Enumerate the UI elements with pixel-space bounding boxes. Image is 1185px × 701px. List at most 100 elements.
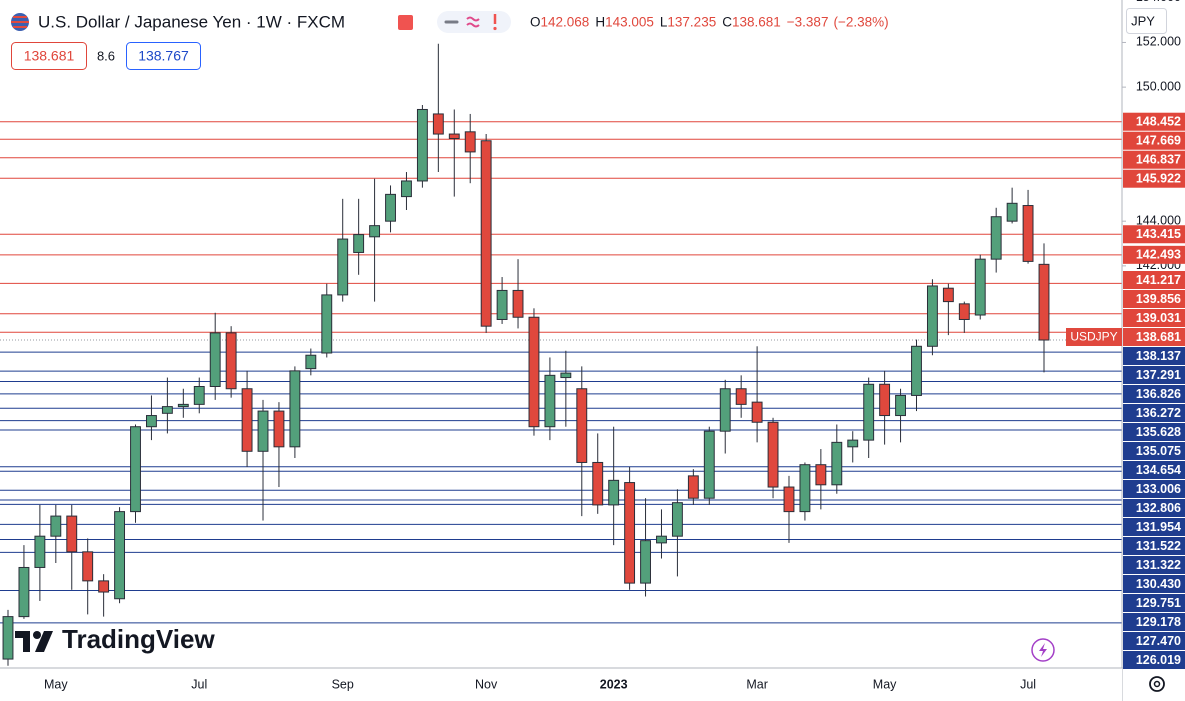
symbol-icon-stripes xyxy=(11,16,29,28)
level-label: 136.826 xyxy=(1136,387,1181,401)
candle-body xyxy=(512,289,524,318)
candle-body xyxy=(98,580,110,593)
level-label-bg xyxy=(1123,442,1185,460)
pill-alert-dot xyxy=(493,26,497,31)
candle-body xyxy=(751,401,763,423)
candle-body xyxy=(369,225,381,238)
candle-body xyxy=(656,535,667,544)
level-label-bg xyxy=(1123,131,1185,150)
level-label: 139.856 xyxy=(1136,292,1181,306)
candle-body xyxy=(671,502,683,537)
indicator-pill[interactable] xyxy=(437,11,511,33)
level-label: 137.291 xyxy=(1136,368,1181,382)
level-label: 134.654 xyxy=(1136,463,1181,477)
level-label: 129.751 xyxy=(1136,596,1181,610)
candle-body xyxy=(831,441,843,486)
level-label-bg xyxy=(1123,385,1185,403)
level-label: 131.522 xyxy=(1136,539,1181,553)
logo-mark-2 xyxy=(33,631,41,639)
candle-body xyxy=(353,234,365,253)
logo-mark-1 xyxy=(15,631,30,652)
candle-body xyxy=(34,535,46,568)
candle-body xyxy=(703,430,715,499)
candle-body xyxy=(990,216,1002,260)
candle-body xyxy=(18,566,30,618)
candle-body xyxy=(958,303,970,320)
candle-body xyxy=(544,374,556,428)
level-label: 147.669 xyxy=(1136,134,1181,148)
level-label-bg xyxy=(1123,112,1185,131)
levels xyxy=(0,121,1122,624)
level-label: 141.217 xyxy=(1136,273,1181,287)
y-tick-label: 154.000 xyxy=(1136,0,1181,4)
brand-logo: TradingView xyxy=(15,624,215,654)
candle-body xyxy=(177,403,189,408)
candle-body xyxy=(241,388,253,452)
ohlc-text: L xyxy=(660,15,668,30)
level-label-bg xyxy=(1123,537,1185,555)
candle-body xyxy=(767,421,779,488)
settings-icon[interactable] xyxy=(1149,676,1165,692)
pill-wave xyxy=(466,16,480,28)
candle-body xyxy=(911,345,922,396)
candle-body xyxy=(640,540,651,584)
y-tick-label: 150.000 xyxy=(1136,79,1181,93)
level-label-bg xyxy=(1123,613,1185,631)
candle-body xyxy=(687,475,699,499)
candle-body xyxy=(879,383,891,417)
candle-body xyxy=(576,388,588,463)
settings-icon-core xyxy=(1153,680,1161,688)
candle-body xyxy=(401,180,412,198)
level-label-bg xyxy=(1123,245,1185,264)
sell-button[interactable] xyxy=(11,42,87,70)
symbol-tag-bg xyxy=(1066,328,1122,346)
candle-body xyxy=(815,464,827,486)
chart-title: U.S. Dollar / Japanese Yen · 1W · FXCM xyxy=(38,12,345,31)
candle-body xyxy=(895,394,906,417)
brand-name: TradingView xyxy=(62,624,215,654)
ohlc-text: −3.387 xyxy=(787,15,829,30)
level-label-bg xyxy=(1123,518,1185,536)
buy-price[interactable]: 138.767 xyxy=(138,48,189,64)
candle-body xyxy=(66,515,78,553)
level-label: 148.452 xyxy=(1136,115,1181,129)
currency-button[interactable] xyxy=(1126,8,1167,34)
ohlc-text: 142.068 xyxy=(541,15,590,30)
level-label-bg xyxy=(1123,225,1185,244)
events-bolt xyxy=(1039,643,1047,657)
ohlc-text: 138.681 xyxy=(732,15,781,30)
level-label: 132.806 xyxy=(1136,501,1181,515)
level-label-bg xyxy=(1123,328,1185,346)
candle-body xyxy=(942,287,954,303)
candle-body xyxy=(592,461,604,506)
candle-body xyxy=(783,486,795,513)
status-icon[interactable] xyxy=(398,15,413,30)
level-label: 129.178 xyxy=(1136,615,1181,629)
level-label-bg xyxy=(1123,404,1185,422)
candle-body xyxy=(82,551,94,582)
y-tick-label: 152.000 xyxy=(1136,35,1181,49)
level-label: 131.954 xyxy=(1136,520,1181,534)
x-tick-label: Sep xyxy=(332,677,354,691)
candle-body xyxy=(321,294,333,354)
candle-body xyxy=(448,133,460,140)
ohlc-text: (−2.38%) xyxy=(833,15,888,30)
buy-button[interactable] xyxy=(126,42,201,70)
candle-body xyxy=(416,108,428,182)
candle-body xyxy=(624,482,636,584)
symbol-tag: USDJPY xyxy=(1070,330,1117,344)
level-label: 138.681 xyxy=(1136,330,1181,344)
currency[interactable]: JPY xyxy=(1131,13,1155,28)
candle-body xyxy=(480,140,492,327)
x-tick-label: Jul xyxy=(191,677,207,691)
candle-body xyxy=(560,372,572,379)
candle-body xyxy=(273,410,285,448)
level-label: 139.031 xyxy=(1136,311,1181,325)
sell-price[interactable]: 138.681 xyxy=(24,48,75,64)
candle-body xyxy=(289,370,301,448)
level-label: 130.430 xyxy=(1136,577,1181,591)
candle-body xyxy=(496,289,508,320)
candle-body xyxy=(974,258,986,316)
